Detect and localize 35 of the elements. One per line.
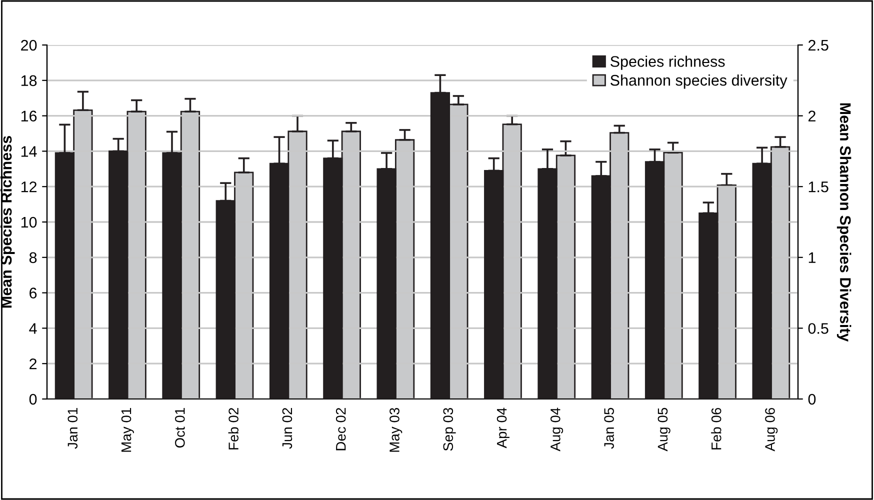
x-tick-label: Sep 03 <box>443 408 456 451</box>
x-tick-label: Dec 02 <box>336 408 346 450</box>
x-tick-label: Aug 06 <box>765 408 778 452</box>
y-tick-label: 6 <box>30 288 37 298</box>
y-tick-label: 8 <box>29 252 37 264</box>
x-tick-label: May 01 <box>121 408 134 452</box>
x-tick-label: Oct 01 <box>175 408 185 448</box>
y-axis-title: Mean Species Richness <box>0 136 15 308</box>
x-tick-label: Jun 02 <box>282 408 292 449</box>
x-tick-label: May 03 <box>390 408 402 452</box>
x-tick-label: Aug 05 <box>658 408 670 452</box>
x-tick-label: Feb 06 <box>711 408 722 450</box>
y2-tick-label: 2 <box>808 110 816 122</box>
y-tick-label: 18 <box>21 75 37 86</box>
legend-label: Shannon species diversity <box>610 74 788 89</box>
x-tick-label: Jan 01 <box>68 408 78 449</box>
y2-tick-label: 0 <box>808 394 816 405</box>
y-tick-label: 12 <box>21 181 37 192</box>
x-tick-label: Feb 02 <box>228 408 238 450</box>
y-tick-label: 10 <box>21 216 37 228</box>
legend-label: Species richness <box>610 56 725 70</box>
y-tick-label: 20 <box>21 40 37 51</box>
x-tick-label: Apr 04 <box>496 408 510 448</box>
y2-tick-label: 1.5 <box>808 182 828 192</box>
y2-tick-label: 0.5 <box>808 323 828 334</box>
y-tick-label: 16 <box>21 110 37 122</box>
y-tick-label: 14 <box>21 146 37 157</box>
x-tick-label: Aug 04 <box>550 408 564 452</box>
y-tick-label: 2 <box>30 358 37 370</box>
y2-axis-title: Mean Shannon Species Diversity <box>836 103 852 342</box>
y2-tick-label: 2.5 <box>808 40 828 51</box>
y-tick-label: 0 <box>29 394 37 405</box>
x-tick-label: Jan 05 <box>604 408 614 449</box>
y-tick-label: 4 <box>29 323 37 334</box>
y2-tick-label: 1 <box>808 252 816 263</box>
